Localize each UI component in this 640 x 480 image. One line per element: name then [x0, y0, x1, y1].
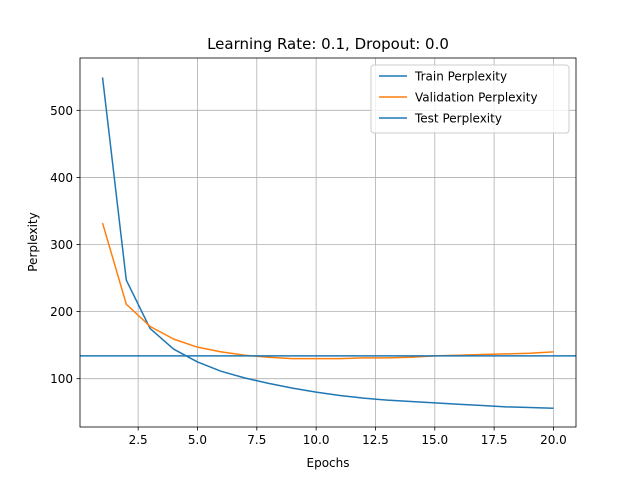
series-0 [101, 77, 554, 409]
x-tick-label: 7.5 [247, 433, 266, 447]
x-tick-label: 15.0 [421, 433, 448, 447]
legend-box [370, 64, 570, 134]
x-axis-label: Epochs [307, 456, 350, 470]
y-tick-label: 200 [50, 305, 73, 319]
legend-label: Train Perplexity [414, 70, 507, 84]
x-tick-label: 20.0 [540, 433, 567, 447]
y-tick-label: 300 [50, 238, 73, 252]
series-line-1 [101, 222, 554, 360]
series-layer [80, 77, 576, 409]
y-axis: 100 200 300 400 500 [50, 104, 80, 386]
x-tick-label: 12.5 [362, 433, 389, 447]
legend-label: Validation Perplexity [415, 91, 538, 105]
y-tick-label: 500 [50, 104, 73, 118]
x-axis: 2.5 5.0 7.5 10.0 12.5 15.0 17.5 20.0 [129, 427, 567, 447]
y-tick-label: 100 [50, 372, 73, 386]
y-tick-label: 400 [50, 171, 73, 185]
x-tick-label: 10.0 [303, 433, 330, 447]
plot-frame [79, 57, 577, 428]
chart-title: Learning Rate: 0.1, Dropout: 0.0 [207, 35, 449, 53]
legend: Train Perplexity Validation Perplexity Tes… [370, 64, 570, 134]
x-tick-label: 5.0 [188, 433, 207, 447]
y-axis-label: Perplexity [26, 212, 40, 272]
x-tick-label: 17.5 [481, 433, 508, 447]
legend-label: Test Perplexity [414, 112, 502, 126]
series-line-0 [101, 77, 554, 409]
series-1 [101, 222, 554, 360]
x-tick-label: 2.5 [129, 433, 148, 447]
